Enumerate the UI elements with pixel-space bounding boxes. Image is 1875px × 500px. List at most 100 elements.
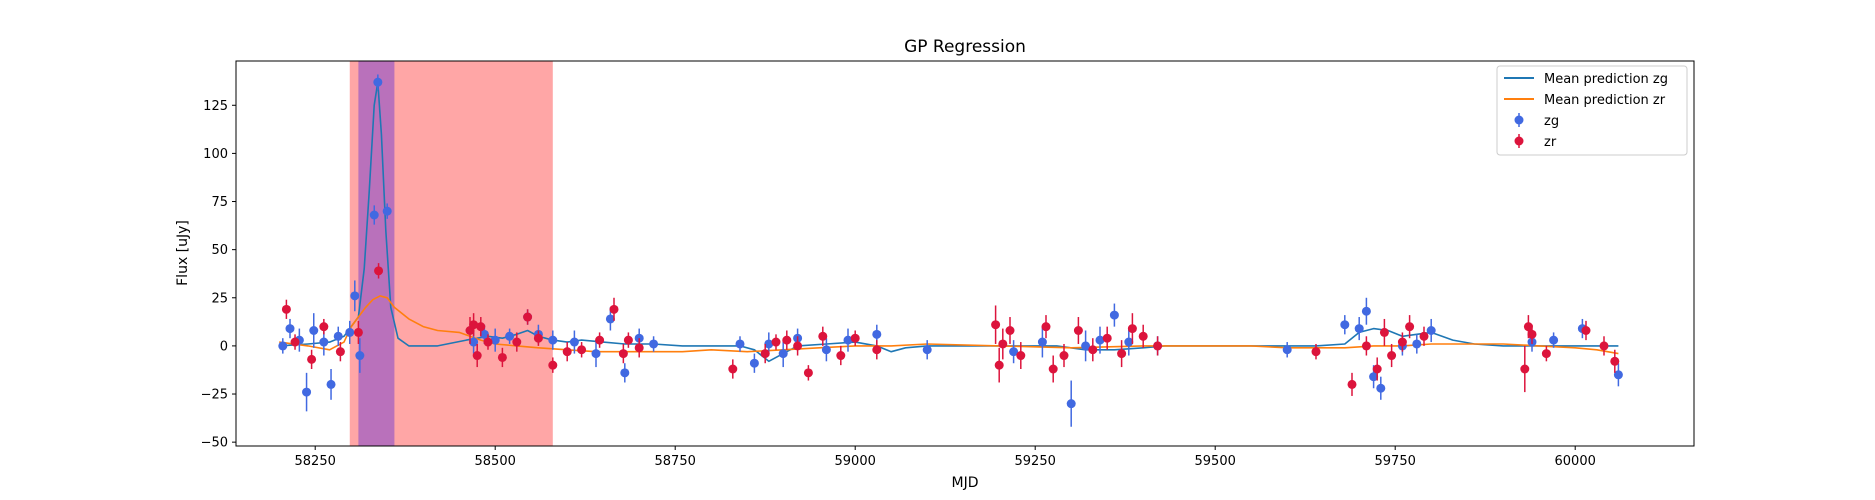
marker-zr xyxy=(1372,364,1382,374)
marker-zr xyxy=(1059,351,1069,361)
line-mean-prediction-zr xyxy=(279,295,1619,355)
point-zg xyxy=(1340,315,1350,335)
point-zr xyxy=(595,332,605,348)
point-zg xyxy=(285,318,295,339)
marker-zr xyxy=(991,320,1001,330)
point-zr xyxy=(1361,336,1371,356)
point-zr xyxy=(1397,332,1407,352)
marker-zr xyxy=(609,304,619,314)
marker-zg xyxy=(350,291,360,301)
marker-zr xyxy=(548,360,558,370)
y-tick-label: 100 xyxy=(203,147,228,162)
point-zr xyxy=(1138,324,1148,348)
marker-zr xyxy=(533,333,543,343)
point-zr xyxy=(782,330,792,350)
marker-zg xyxy=(1361,306,1371,316)
legend-box xyxy=(1496,65,1688,156)
marker-zr xyxy=(1379,327,1389,337)
marker-zg xyxy=(333,331,343,341)
marker-zg xyxy=(1369,372,1379,382)
marker-zr xyxy=(1520,364,1530,374)
point-zr xyxy=(771,334,781,350)
point-zr xyxy=(374,263,384,279)
x-tick-label: 58250 xyxy=(295,454,336,469)
y-axis-label: Flux [uJy] xyxy=(175,220,191,286)
point-zr xyxy=(994,347,1004,383)
marker-zg xyxy=(620,368,630,378)
point-zr xyxy=(1372,357,1382,381)
point-zg xyxy=(345,320,355,344)
marker-zr xyxy=(1016,351,1026,361)
marker-zr xyxy=(760,349,770,359)
point-zg xyxy=(1376,376,1386,400)
point-zr xyxy=(1088,338,1098,362)
marker-zg xyxy=(872,329,882,339)
point-zr xyxy=(533,330,543,346)
marker-zr xyxy=(497,352,507,362)
marker-zg xyxy=(1549,335,1559,345)
point-zg xyxy=(1412,334,1422,354)
y-tick-label: −25 xyxy=(201,388,228,403)
y-tick-label: 125 xyxy=(203,99,228,114)
point-zr xyxy=(1347,372,1357,396)
marker-zr xyxy=(1541,349,1551,359)
point-zr xyxy=(1117,340,1127,368)
point-zg xyxy=(309,313,319,348)
point-zr xyxy=(476,317,486,337)
point-zg xyxy=(649,336,659,352)
point-zr xyxy=(836,345,846,366)
marker-zr xyxy=(1599,341,1609,351)
point-zr xyxy=(1005,317,1015,344)
marker-zr xyxy=(623,335,633,345)
point-zr xyxy=(523,309,533,325)
point-zg xyxy=(591,340,601,368)
marker-zg xyxy=(319,337,329,347)
point-zr xyxy=(290,334,300,350)
marker-zr xyxy=(728,364,738,374)
marker-zr xyxy=(1523,322,1533,332)
point-zr xyxy=(1527,324,1537,344)
marker-zr xyxy=(1311,347,1321,357)
marker-zr xyxy=(1361,341,1371,351)
marker-zr xyxy=(1102,333,1112,343)
shaded-regions xyxy=(349,61,553,446)
point-zr xyxy=(850,330,860,346)
marker-zg xyxy=(591,349,601,359)
marker-zg xyxy=(479,329,489,339)
marker-zg xyxy=(1124,337,1134,347)
marker-zr xyxy=(319,322,329,332)
marker-zr xyxy=(1048,364,1058,374)
marker-zr xyxy=(998,339,1008,349)
point-zr xyxy=(469,313,479,337)
point-zr xyxy=(872,340,882,360)
y-tick-label: 0 xyxy=(220,339,228,354)
point-zg xyxy=(355,338,365,373)
point-zr xyxy=(483,334,493,350)
legend-label-zg-prediction: Mean prediction zg xyxy=(1544,72,1668,87)
point-zg xyxy=(922,340,932,360)
point-zr xyxy=(548,357,558,373)
marker-zg xyxy=(1426,326,1436,335)
x-tick-label: 58750 xyxy=(655,454,696,469)
marker-zr xyxy=(1527,329,1537,339)
marker-zg xyxy=(373,77,383,87)
point-zg xyxy=(569,330,579,354)
marker-zr xyxy=(281,304,291,314)
point-zg xyxy=(382,203,392,219)
marker-zg xyxy=(369,210,379,220)
point-zr xyxy=(1048,355,1058,383)
marker-zr xyxy=(782,335,792,345)
point-zg xyxy=(1354,317,1364,341)
point-zg xyxy=(490,328,500,352)
marker-zg xyxy=(1037,337,1047,347)
point-zr xyxy=(307,349,317,369)
marker-zg xyxy=(355,351,365,361)
point-zr xyxy=(1405,315,1415,339)
chart-title: GP Regression xyxy=(904,37,1026,57)
marker-zg xyxy=(1066,399,1076,409)
point-zr xyxy=(1041,315,1051,339)
marker-zr xyxy=(1610,356,1620,366)
point-zg xyxy=(1282,342,1292,358)
point-zr xyxy=(1520,345,1530,393)
marker-zr xyxy=(793,341,803,351)
